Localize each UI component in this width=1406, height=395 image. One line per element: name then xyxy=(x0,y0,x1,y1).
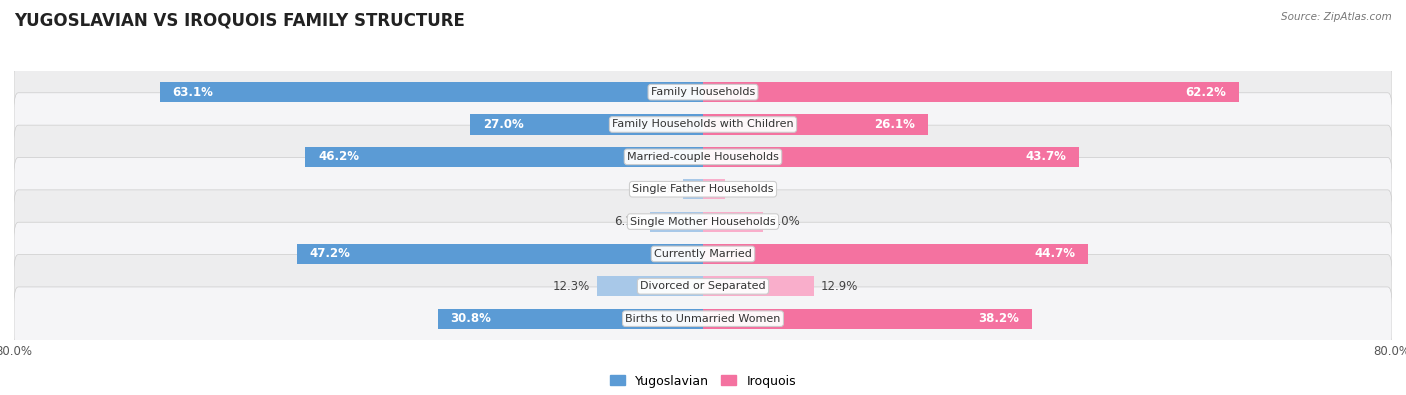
Bar xyxy=(598,276,703,296)
Text: Currently Married: Currently Married xyxy=(654,249,752,259)
Bar xyxy=(703,147,1080,167)
Text: 26.1%: 26.1% xyxy=(875,118,915,131)
Text: YUGOSLAVIAN VS IROQUOIS FAMILY STRUCTURE: YUGOSLAVIAN VS IROQUOIS FAMILY STRUCTURE xyxy=(14,12,465,30)
Text: 2.3%: 2.3% xyxy=(647,183,676,196)
FancyBboxPatch shape xyxy=(14,60,1392,124)
Text: 7.0%: 7.0% xyxy=(770,215,800,228)
Text: Single Mother Households: Single Mother Households xyxy=(630,216,776,227)
Bar xyxy=(297,244,703,264)
Text: 12.9%: 12.9% xyxy=(821,280,858,293)
Text: Family Households with Children: Family Households with Children xyxy=(612,120,794,130)
Text: 38.2%: 38.2% xyxy=(979,312,1019,325)
Text: Births to Unmarried Women: Births to Unmarried Women xyxy=(626,314,780,324)
FancyBboxPatch shape xyxy=(14,287,1392,350)
Bar xyxy=(703,276,814,296)
Text: 2.6%: 2.6% xyxy=(733,183,762,196)
Text: Source: ZipAtlas.com: Source: ZipAtlas.com xyxy=(1281,12,1392,22)
Bar xyxy=(305,147,703,167)
Text: 6.1%: 6.1% xyxy=(613,215,644,228)
Text: Single Father Households: Single Father Households xyxy=(633,184,773,194)
Bar xyxy=(703,308,1032,329)
FancyBboxPatch shape xyxy=(14,222,1392,286)
Text: 62.2%: 62.2% xyxy=(1185,86,1226,99)
FancyBboxPatch shape xyxy=(14,190,1392,253)
FancyBboxPatch shape xyxy=(14,125,1392,188)
Text: 43.7%: 43.7% xyxy=(1025,150,1066,164)
Bar xyxy=(471,115,703,135)
Bar xyxy=(703,244,1088,264)
Text: 47.2%: 47.2% xyxy=(309,247,350,260)
Text: 63.1%: 63.1% xyxy=(173,86,214,99)
Bar xyxy=(703,82,1239,102)
Bar xyxy=(683,179,703,199)
Bar xyxy=(651,212,703,231)
Bar xyxy=(703,212,763,231)
Text: Divorced or Separated: Divorced or Separated xyxy=(640,281,766,291)
Bar xyxy=(703,179,725,199)
Text: 46.2%: 46.2% xyxy=(318,150,359,164)
Text: 27.0%: 27.0% xyxy=(484,118,524,131)
Text: Family Households: Family Households xyxy=(651,87,755,97)
FancyBboxPatch shape xyxy=(14,158,1392,221)
Legend: Yugoslavian, Iroquois: Yugoslavian, Iroquois xyxy=(605,370,801,393)
Text: 44.7%: 44.7% xyxy=(1033,247,1076,260)
FancyBboxPatch shape xyxy=(14,93,1392,156)
Text: 30.8%: 30.8% xyxy=(451,312,492,325)
Text: 12.3%: 12.3% xyxy=(553,280,591,293)
Bar xyxy=(160,82,703,102)
Text: Married-couple Households: Married-couple Households xyxy=(627,152,779,162)
Bar xyxy=(703,115,928,135)
Bar xyxy=(437,308,703,329)
FancyBboxPatch shape xyxy=(14,255,1392,318)
